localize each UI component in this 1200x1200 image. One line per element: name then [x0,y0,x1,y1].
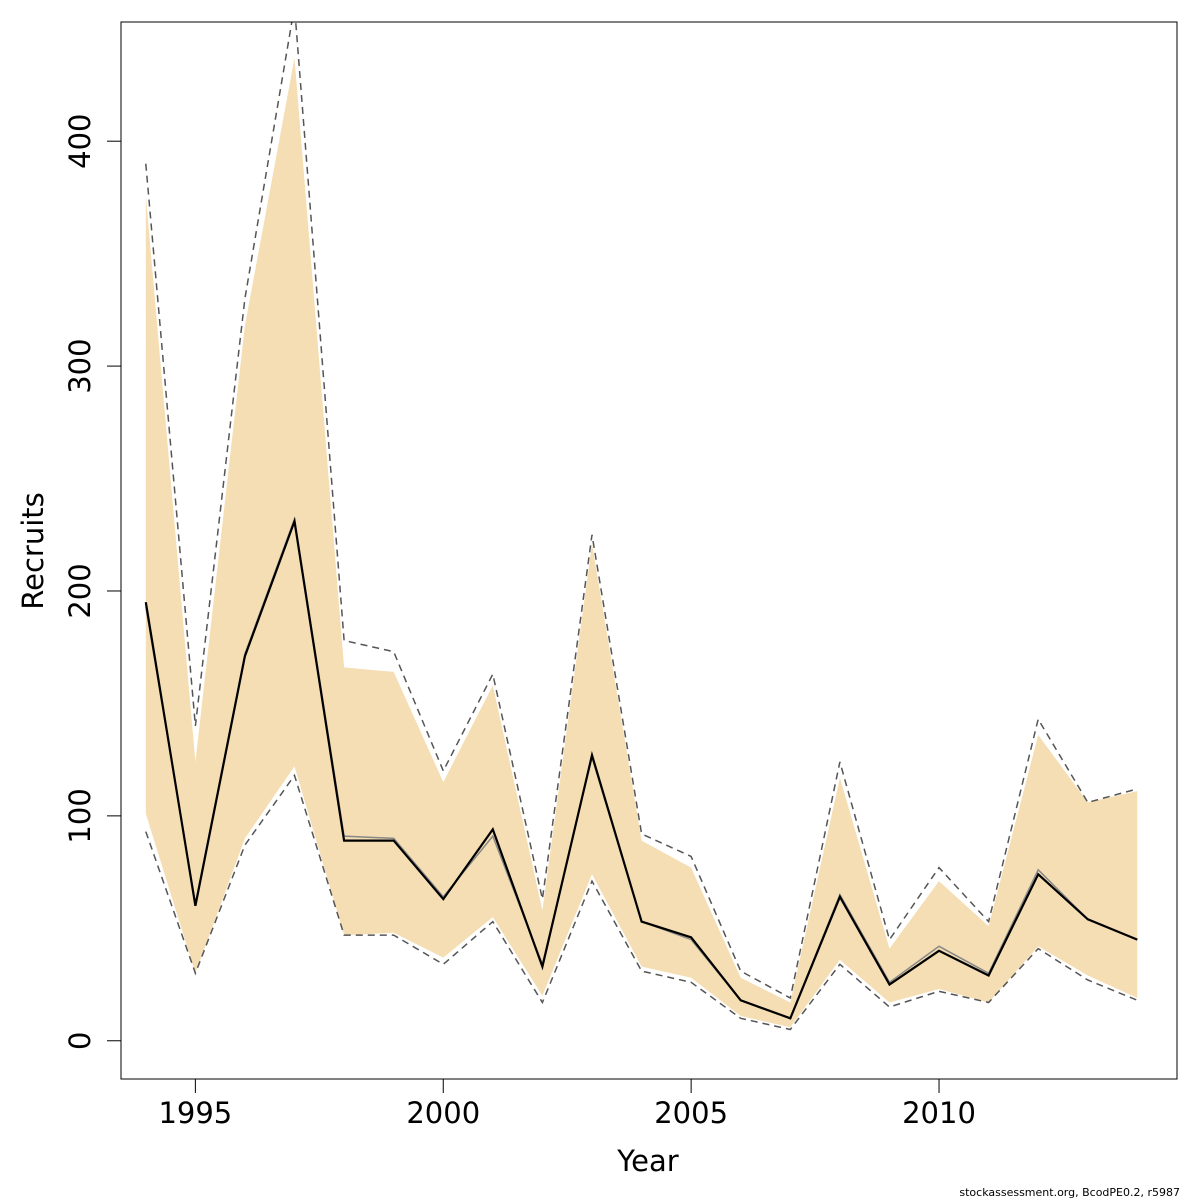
y-tick-label: 400 [63,114,97,169]
x-axis: 1995 2000 2005 2010 [158,1078,976,1130]
interval-lines-layer [145,22,1138,1031]
y-tick-label: 100 [63,788,97,843]
confidence-band [145,58,1138,1028]
upper-interval-line [145,22,1138,1000]
x-axis-label: Year [616,1144,678,1178]
x-tick-label: 2005 [654,1096,728,1130]
y-tick-label: 0 [63,1032,97,1050]
x-tick-label: 2010 [902,1096,976,1130]
confidence-band-layer [145,58,1138,1028]
x-tick-label: 2000 [406,1096,480,1130]
y-tick-label: 300 [63,338,97,393]
series-lines-layer [144,516,1138,1020]
y-axis-label: Recruits [16,492,50,609]
estimate-line [144,516,1138,1020]
footer-note: stockassessment.org, BcodPE0.2, r5987 [959,1186,1180,1199]
x-tick-label: 1995 [158,1096,232,1130]
y-tick-label: 200 [63,563,97,618]
y-axis: 0 100 200 300 400 [63,114,122,1050]
